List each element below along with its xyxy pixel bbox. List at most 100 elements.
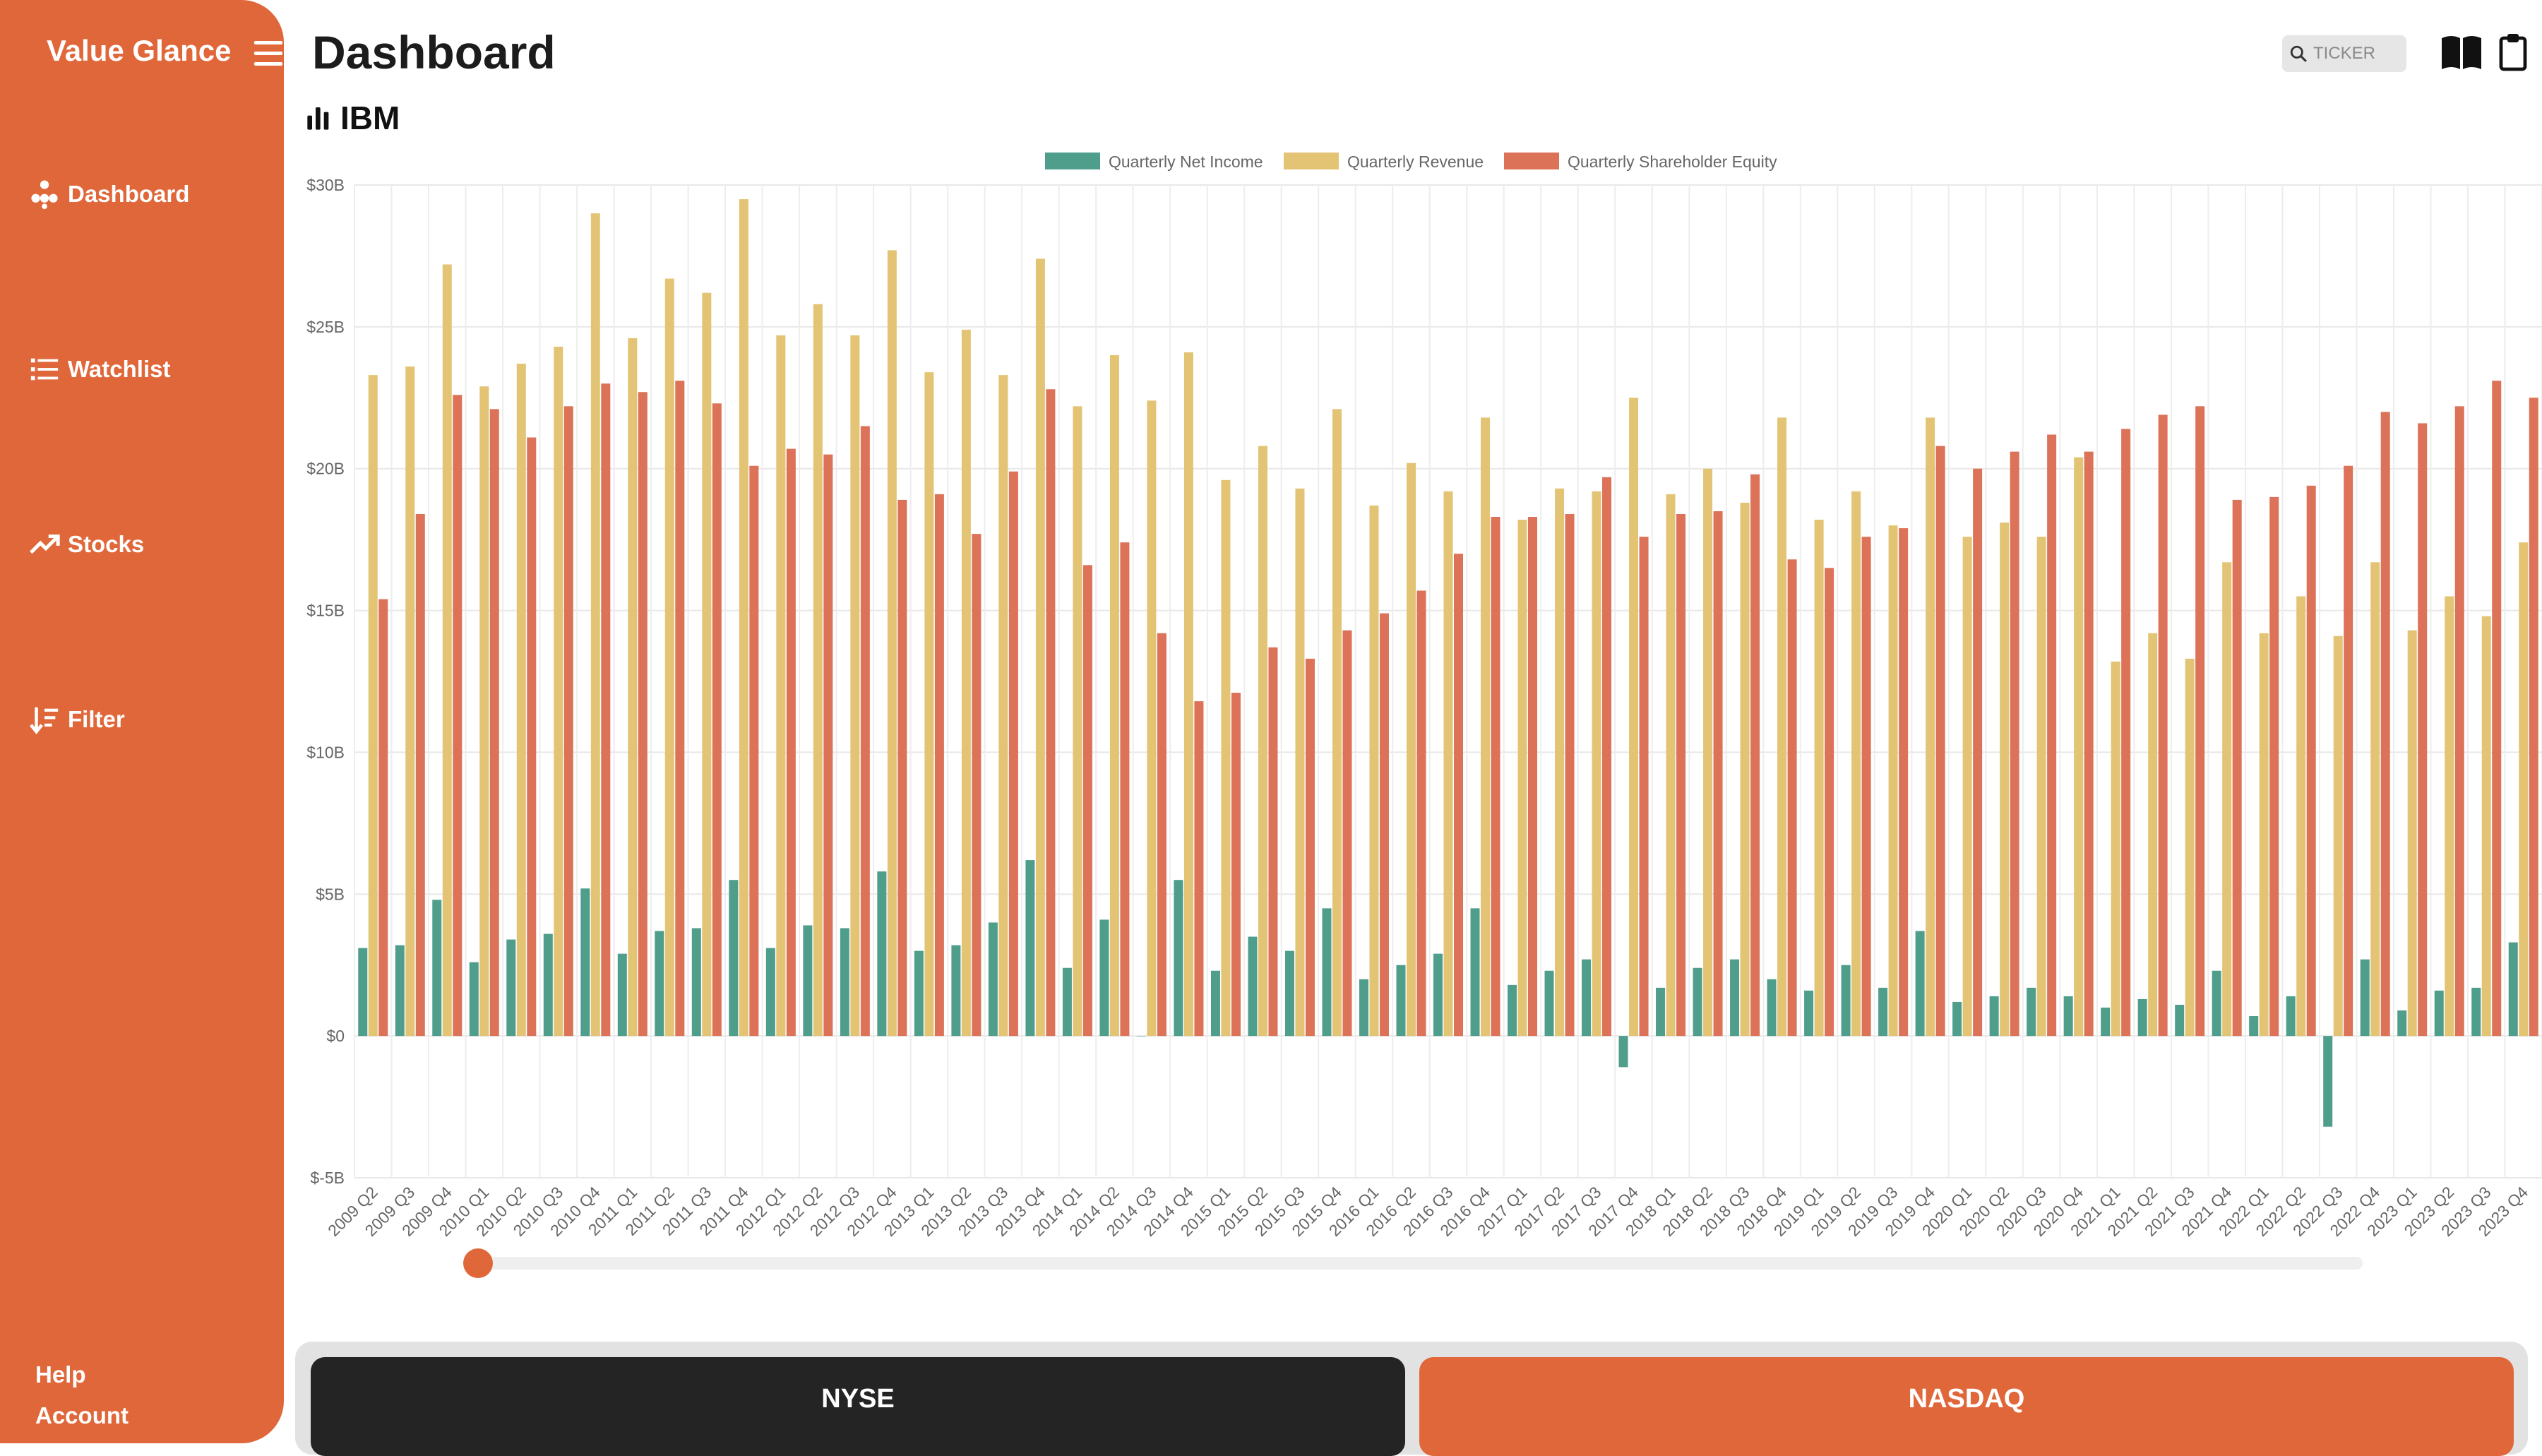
bar (2397, 1010, 2407, 1037)
bar (1491, 517, 1500, 1037)
bar (1248, 936, 1258, 1037)
nyse-button[interactable]: NYSE (311, 1357, 1405, 1456)
bar (1926, 417, 1935, 1037)
search-input[interactable] (2312, 43, 2406, 64)
legend-swatch (1284, 153, 1339, 169)
bar (2036, 537, 2046, 1037)
bar (563, 406, 573, 1037)
bar (803, 925, 813, 1037)
sidebar-item-label: Stocks (68, 531, 145, 557)
range-slider-handle[interactable] (463, 1248, 493, 1278)
bar (1666, 494, 1676, 1037)
bar (2063, 996, 2073, 1037)
bar (1861, 537, 1871, 1037)
bar (1693, 967, 1702, 1037)
bar (1221, 479, 1231, 1037)
bar (2508, 942, 2518, 1037)
bar (691, 928, 701, 1037)
bar (1174, 880, 1183, 1037)
bar (1713, 511, 1723, 1037)
bar (765, 948, 775, 1037)
bar (1470, 908, 1480, 1037)
bar (1952, 1001, 1962, 1037)
bar (1629, 398, 1639, 1037)
y-tick-label: $10B (306, 743, 345, 761)
bar (479, 386, 489, 1037)
legend-entry: Quarterly Shareholder Equity (1568, 153, 1777, 171)
bar (1396, 965, 1406, 1037)
clipboard-icon[interactable] (2498, 32, 2528, 72)
bar (2148, 633, 2158, 1037)
bar (358, 948, 368, 1037)
bar (590, 213, 600, 1037)
bar (489, 409, 499, 1037)
bar (1035, 258, 1045, 1037)
bar (1194, 701, 1204, 1037)
bar (1284, 950, 1294, 1037)
bar (1231, 693, 1241, 1037)
bar (988, 922, 998, 1037)
bar (1369, 505, 1379, 1037)
bar (1416, 590, 1426, 1037)
bar (1962, 537, 1972, 1037)
bar (998, 375, 1008, 1037)
bar (1676, 513, 1686, 1037)
bar (1825, 568, 1834, 1037)
sidebar-item-filter[interactable]: Filter (28, 703, 125, 736)
bar (2481, 616, 2491, 1037)
sidebar-item-stocks[interactable]: Stocks (28, 528, 144, 561)
bar (395, 945, 405, 1037)
bar (2137, 998, 2147, 1037)
ticker-search[interactable] (2282, 35, 2406, 72)
bar (1258, 446, 1267, 1037)
bar (527, 437, 537, 1037)
bar (897, 499, 907, 1037)
bar (469, 962, 479, 1037)
bar (1618, 1036, 1628, 1068)
bar (1544, 970, 1554, 1037)
sidebar-item-watchlist[interactable]: Watchlist (28, 353, 170, 386)
bar (776, 335, 786, 1037)
bar (2010, 451, 2019, 1037)
bar (1602, 477, 1612, 1037)
bar (2212, 970, 2221, 1037)
bar (1008, 471, 1018, 1037)
bar (2084, 451, 2094, 1037)
range-slider-track[interactable] (477, 1257, 2363, 1270)
bar (2222, 562, 2232, 1037)
bar (749, 465, 759, 1037)
bar (1878, 987, 1888, 1037)
dashboard-icon (31, 180, 58, 210)
bar (2492, 381, 2502, 1037)
menu-icon[interactable] (254, 40, 282, 68)
book-icon[interactable] (2440, 32, 2483, 72)
bar (453, 395, 463, 1037)
ticker-symbol: IBM (340, 100, 400, 136)
page-title: Dashboard (312, 26, 556, 78)
bar (2407, 630, 2417, 1037)
bar (2259, 633, 2269, 1037)
sidebar-item-dashboard[interactable]: Dashboard (28, 178, 189, 210)
bar (2185, 658, 2195, 1037)
bar (2269, 496, 2279, 1037)
bar-chart-icon (307, 107, 329, 130)
bar (729, 880, 739, 1037)
search-icon (2290, 45, 2307, 62)
brand-title: Value Glance (47, 34, 232, 67)
bar (1073, 406, 1082, 1037)
legend-swatch (1045, 153, 1100, 169)
bar (1359, 979, 1368, 1037)
bar (1973, 468, 1983, 1037)
help-link[interactable]: Help (35, 1361, 86, 1388)
nasdaq-button[interactable]: NASDAQ (1419, 1357, 2514, 1456)
bar (1025, 860, 1035, 1037)
account-link[interactable]: Account (35, 1402, 129, 1428)
bar (1565, 513, 1575, 1037)
bar (1989, 996, 1999, 1037)
bar (675, 381, 685, 1037)
bar (850, 335, 860, 1037)
bar (1268, 647, 1278, 1037)
y-tick-label: $-5B (310, 1169, 345, 1187)
bar (1899, 528, 1909, 1037)
